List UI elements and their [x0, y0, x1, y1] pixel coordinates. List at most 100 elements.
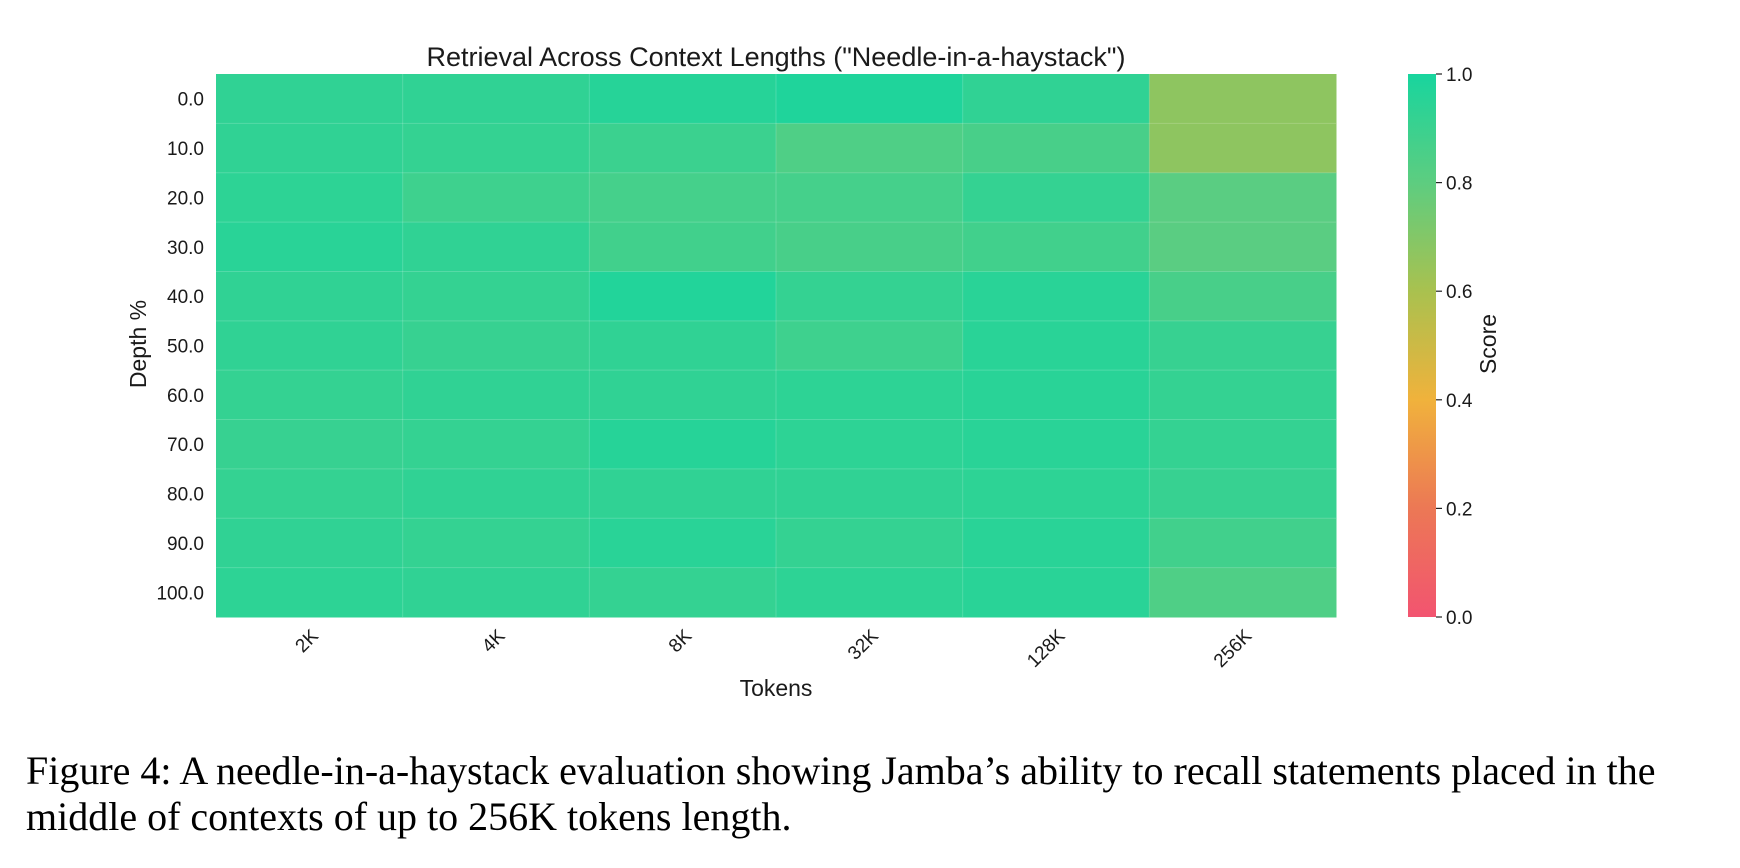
heatmap-cell — [589, 74, 777, 124]
heatmap-cell — [1149, 172, 1337, 223]
heatmap-cell — [216, 271, 404, 322]
heatmap-cell — [216, 567, 404, 618]
heatmap-cell — [402, 419, 590, 470]
heatmap-cell — [1149, 468, 1337, 519]
heatmap-cell — [589, 123, 777, 174]
y-axis-label: Depth % — [125, 300, 151, 388]
y-tick-label: 10.0 — [167, 139, 204, 160]
x-tick-label: 32K — [844, 625, 883, 664]
heatmap-cell — [216, 320, 404, 371]
x-tick-labels: 2K 4K 8K 32K 128K 256K — [292, 625, 1257, 671]
heatmap-cell — [402, 123, 590, 174]
heatmap-cell — [962, 370, 1150, 421]
heatmap-cell — [402, 172, 590, 223]
heatmap-cell — [962, 123, 1150, 174]
heatmap-cell — [776, 74, 964, 124]
y-tick-label: 20.0 — [167, 188, 204, 209]
heatmap-cell — [216, 518, 404, 569]
y-tick-label: 90.0 — [167, 534, 204, 555]
heatmap-cell — [216, 74, 404, 124]
colorbar-tick-label: 1.0 — [1446, 65, 1472, 86]
x-tick-label: 8K — [665, 625, 697, 657]
heatmap-cell — [776, 123, 964, 174]
heatmap-cell — [776, 567, 964, 618]
colorbar-ticks: 0.0 0.2 0.4 0.6 0.8 1.0 — [1436, 65, 1473, 629]
y-tick-label: 80.0 — [167, 485, 204, 506]
heatmap-cell — [589, 172, 777, 223]
heatmap-cell — [962, 74, 1150, 124]
heatmap-cell — [776, 172, 964, 223]
heatmap-cell — [402, 320, 590, 371]
heatmap-cells — [216, 74, 1337, 618]
heatmap-cell — [1149, 518, 1337, 569]
heatmap-cell — [402, 468, 590, 519]
heatmap-cell — [216, 222, 404, 272]
heatmap-cell — [962, 419, 1150, 470]
heatmap-cell — [776, 370, 964, 421]
x-axis-label: Tokens — [740, 675, 813, 701]
y-tick-label: 60.0 — [167, 386, 204, 407]
x-tick-label: 2K — [292, 625, 324, 657]
heatmap-cell — [1149, 320, 1337, 371]
heatmap-cell — [402, 518, 590, 569]
heatmap-cell — [962, 320, 1150, 371]
heatmap-cell — [776, 320, 964, 371]
heatmap-cell — [962, 518, 1150, 569]
heatmap-cell — [216, 172, 404, 223]
heatmap-cell — [1149, 567, 1337, 618]
colorbar — [1408, 74, 1436, 617]
heatmap-cell — [962, 567, 1150, 618]
x-tick-label: 128K — [1023, 625, 1069, 671]
colorbar-tick-label: 0.0 — [1446, 608, 1472, 629]
heatmap-cell — [776, 468, 964, 519]
colorbar-tick-label: 0.6 — [1446, 282, 1472, 303]
heatmap-cell — [402, 222, 590, 272]
y-tick-label: 50.0 — [167, 337, 204, 358]
y-tick-label: 70.0 — [167, 435, 204, 456]
heatmap-cell — [589, 567, 777, 618]
x-tick-label: 256K — [1210, 625, 1256, 671]
heatmap-cell — [402, 271, 590, 322]
y-tick-label: 100.0 — [156, 583, 204, 604]
heatmap-cell — [962, 222, 1150, 272]
heatmap-cell — [589, 271, 777, 322]
figure-caption: Figure 4: A needle-in-a-haystack evaluat… — [26, 748, 1656, 839]
y-tick-labels: 0.0 10.0 20.0 30.0 40.0 50.0 60.0 70.0 80.0 90.0 1… — [156, 90, 204, 605]
heatmap-cell — [962, 172, 1150, 223]
x-tick-label: 4K — [478, 625, 510, 657]
heatmap-cell — [589, 518, 777, 569]
colorbar-tick-label: 0.2 — [1446, 499, 1472, 520]
chart-title: Retrieval Across Context Lengths ("Needl… — [427, 42, 1126, 72]
heatmap-cell — [402, 370, 590, 421]
colorbar-label: Score — [1475, 314, 1501, 374]
heatmap-cell — [216, 123, 404, 174]
heatmap-cell — [402, 567, 590, 618]
heatmap-cell — [962, 468, 1150, 519]
heatmap-cell — [589, 222, 777, 272]
colorbar-tick-label: 0.4 — [1446, 391, 1473, 412]
y-tick-label: 40.0 — [167, 287, 204, 308]
heatmap-cell — [776, 419, 964, 470]
heatmap-cell — [1149, 123, 1337, 174]
heatmap-cell — [1149, 419, 1337, 470]
y-tick-label: 30.0 — [167, 238, 204, 259]
heatmap-cell — [1149, 74, 1337, 124]
heatmap-cell — [1149, 271, 1337, 322]
heatmap-cell — [776, 222, 964, 272]
heatmap-cell — [402, 74, 590, 124]
heatmap-cell — [216, 419, 404, 470]
heatmap-cell — [776, 271, 964, 322]
heatmap-cell — [776, 518, 964, 569]
cell-grid — [216, 74, 1336, 617]
heatmap-cell — [589, 468, 777, 519]
heatmap-cell — [1149, 370, 1337, 421]
heatmap-cell — [589, 320, 777, 371]
heatmap-cell — [589, 370, 777, 421]
heatmap-cell — [216, 370, 404, 421]
heatmap-cell — [589, 419, 777, 470]
heatmap-cell — [962, 271, 1150, 322]
y-tick-label: 0.0 — [178, 90, 204, 111]
heatmap-cell — [1149, 222, 1337, 272]
colorbar-tick-label: 0.8 — [1446, 174, 1472, 195]
